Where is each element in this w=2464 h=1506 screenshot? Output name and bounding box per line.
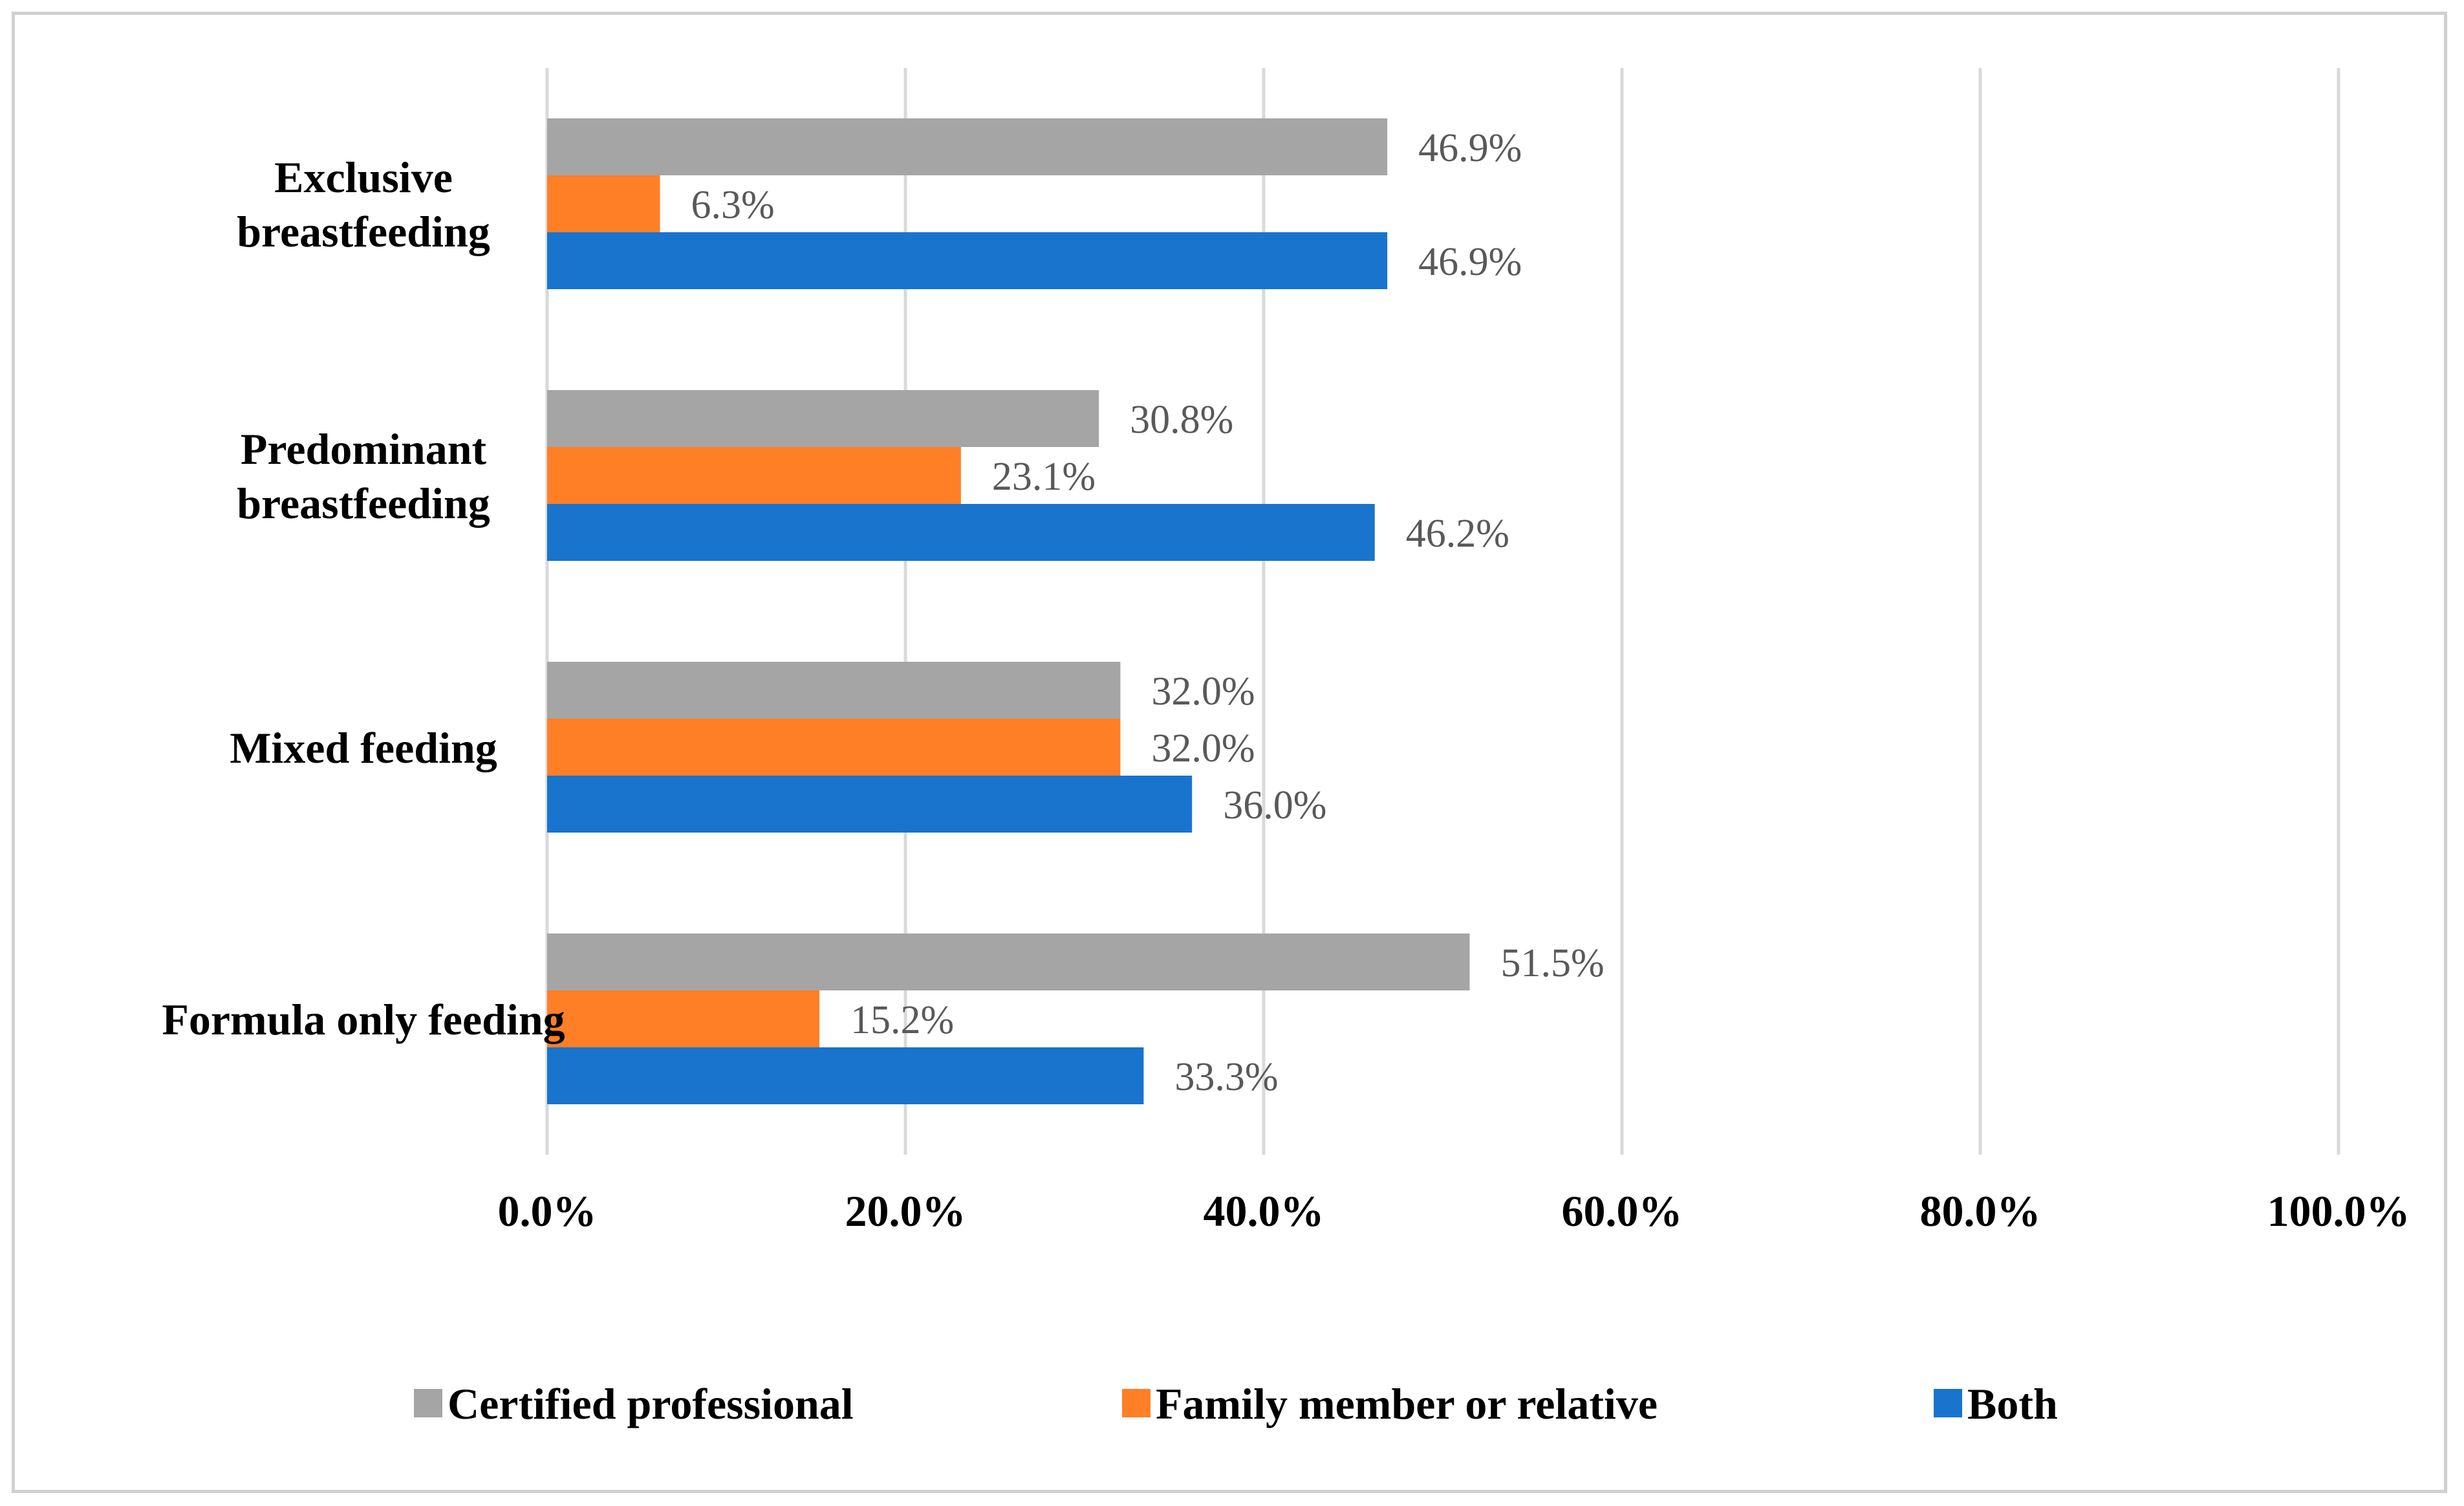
data-label: 32.0% [1151, 670, 1255, 714]
data-label: 6.3% [691, 183, 775, 227]
bar-certified-professional-3 [547, 933, 1470, 990]
bar-both-0 [547, 232, 1388, 289]
legend-swatch [414, 1389, 442, 1417]
category-labels: Exclusive breastfeeding Predominant breastf… [162, 153, 565, 1044]
bar-both-3 [547, 1047, 1144, 1104]
data-label: 30.8% [1130, 398, 1233, 442]
data-label: 51.5% [1501, 941, 1605, 985]
bar-family-member-or-relative-2 [547, 719, 1121, 776]
data-label: 46.9% [1418, 126, 1522, 170]
bar-certified-professional-2 [547, 662, 1121, 719]
x-tick-label: 80.0% [1920, 1186, 2041, 1236]
x-tick-label: 0.0% [498, 1186, 597, 1236]
category-label: Predominant [241, 424, 487, 474]
bar-both-2 [547, 776, 1193, 833]
x-tick-label: 100.0% [2267, 1186, 2410, 1236]
legend-label: Both [1967, 1379, 2058, 1428]
data-label: 46.9% [1418, 240, 1522, 284]
category-label: breastfeeding [237, 207, 490, 256]
data-label: 46.2% [1406, 512, 1509, 556]
bars: 46.9% 6.3% 46.9% 30.8% 23.1% 46.2% 32.0% 32.0% 3… [547, 118, 1605, 1104]
legend-label: Family member or relative [1156, 1379, 1658, 1428]
bar-both-1 [547, 504, 1375, 561]
bar-certified-professional-0 [547, 118, 1388, 175]
bar-certified-professional-1 [547, 390, 1099, 447]
data-label: 36.0% [1223, 783, 1326, 827]
x-tick-label: 60.0% [1562, 1186, 1683, 1236]
data-label: 32.0% [1151, 726, 1255, 770]
category-label: Formula only feeding [162, 995, 565, 1044]
x-tick-label: 40.0% [1204, 1186, 1324, 1236]
data-label: 15.2% [850, 998, 954, 1042]
legend-swatch [1122, 1389, 1151, 1417]
bar-family-member-or-relative-1 [547, 447, 961, 504]
legend: Certified professional Family member or r… [414, 1379, 2058, 1428]
bar-family-member-or-relative-0 [547, 175, 660, 232]
data-label: 23.1% [992, 455, 1096, 499]
legend-swatch [1934, 1389, 1962, 1417]
category-label: breastfeeding [237, 479, 490, 528]
data-label: 33.3% [1174, 1055, 1278, 1099]
legend-label: Certified professional [448, 1379, 854, 1428]
category-label: Mixed feeding [230, 723, 497, 772]
x-tick-label: 20.0% [845, 1186, 966, 1236]
category-label: Exclusive [274, 153, 453, 202]
bar-family-member-or-relative-3 [547, 990, 820, 1047]
x-axis-tick-labels: 0.0% 20.0% 40.0% 60.0% 80.0% 100.0% [498, 1186, 2410, 1236]
